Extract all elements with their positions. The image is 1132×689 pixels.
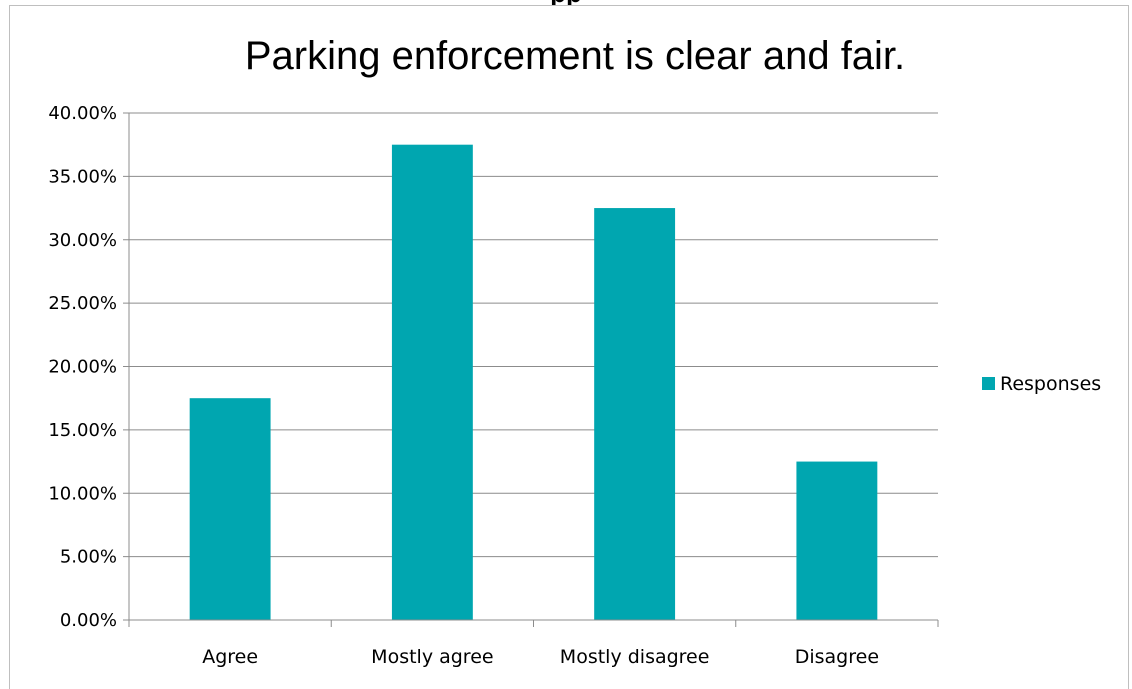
chart-title: Parking enforcement is clear and fair. (245, 34, 905, 78)
x-axis (128, 113, 939, 627)
y-tick-label: 20.00% (48, 357, 117, 378)
x-category-label: Disagree (795, 646, 879, 668)
bar (391, 144, 473, 620)
legend: Responses (982, 373, 1101, 395)
y-tick-label: 15.00% (48, 420, 117, 441)
y-tick-label: 10.00% (48, 483, 117, 504)
bar (594, 208, 676, 620)
y-tick-labels: 0.00% 5.00% 10.00% 15.00% 20.00% 25.00% 30.00%… (48, 103, 117, 631)
bar (189, 398, 271, 620)
y-tick-label: 25.00% (48, 293, 117, 314)
y-tick-label: 30.00% (48, 230, 117, 251)
bar (796, 461, 878, 620)
legend-label: Responses (1000, 373, 1101, 395)
x-category-label: Agree (202, 646, 258, 668)
y-tick-label: 0.00% (60, 610, 117, 631)
y-tick-label: 40.00% (48, 103, 117, 124)
x-category-label: Mostly disagree (560, 646, 710, 668)
x-category-label: Mostly agree (371, 646, 493, 668)
x-category-labels: Agree Mostly agree Mostly disagree Disagree (202, 646, 879, 668)
y-tick-label: 35.00% (48, 166, 117, 187)
y-tick-label: 5.00% (60, 547, 117, 568)
legend-swatch (982, 377, 995, 390)
bars (189, 144, 878, 620)
top-cut-text: pp (0, 0, 1132, 9)
